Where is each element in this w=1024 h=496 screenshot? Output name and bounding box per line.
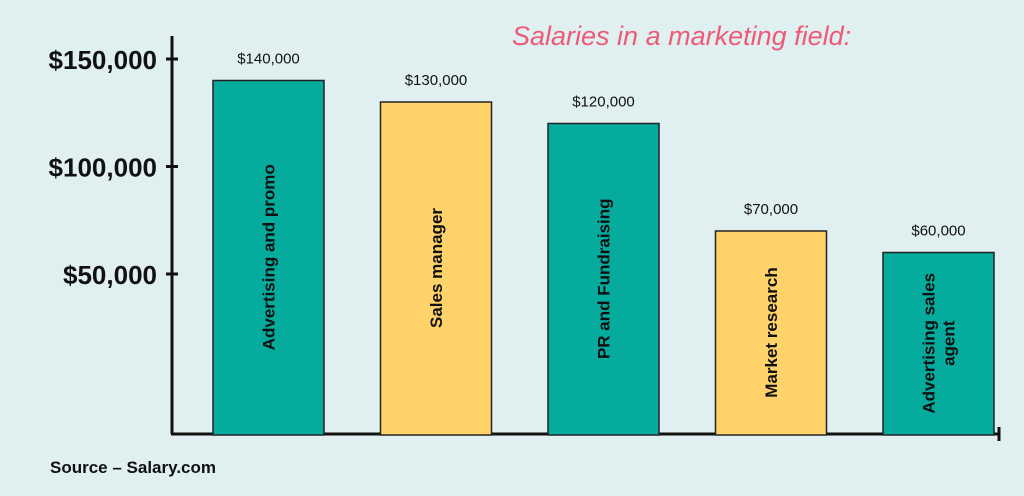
bar-value-label: $120,000: [572, 94, 635, 111]
y-tick-label: $50,000: [63, 260, 157, 290]
bar-category-label-line: Sales manager: [427, 208, 446, 328]
bar: [882, 251, 995, 436]
bar: [547, 122, 660, 436]
bar-category-label-line: PR and Fundraising: [595, 198, 614, 359]
bar-category-label-line: Market research: [762, 267, 781, 397]
bar-value-label: $70,000: [744, 201, 798, 218]
source-note: Source – Salary.com: [50, 458, 216, 477]
bar-category-label: Market research: [762, 267, 781, 397]
y-tick-label: $100,000: [49, 153, 157, 183]
bar-category-label: Advertising and promo: [260, 164, 279, 350]
bar: [714, 230, 828, 436]
y-tick-label: $150,000: [49, 45, 157, 75]
bar-category-label-line: agent: [940, 320, 959, 366]
bar-value-label: $140,000: [237, 51, 300, 68]
bar: [379, 101, 493, 436]
bar-category-label: PR and Fundraising: [595, 198, 614, 359]
bar-category-label: Sales manager: [427, 208, 446, 328]
bar: [212, 79, 325, 436]
bar-value-label: $60,000: [911, 223, 965, 240]
bar-category-label-line: Advertising and promo: [260, 164, 279, 350]
bar-category-label-line: Advertising sales: [920, 273, 939, 414]
chart-title: Salaries in a marketing field:: [512, 21, 851, 51]
bar-value-label: $130,000: [405, 72, 468, 89]
bar-category-label: Advertising sales agent: [920, 273, 959, 414]
